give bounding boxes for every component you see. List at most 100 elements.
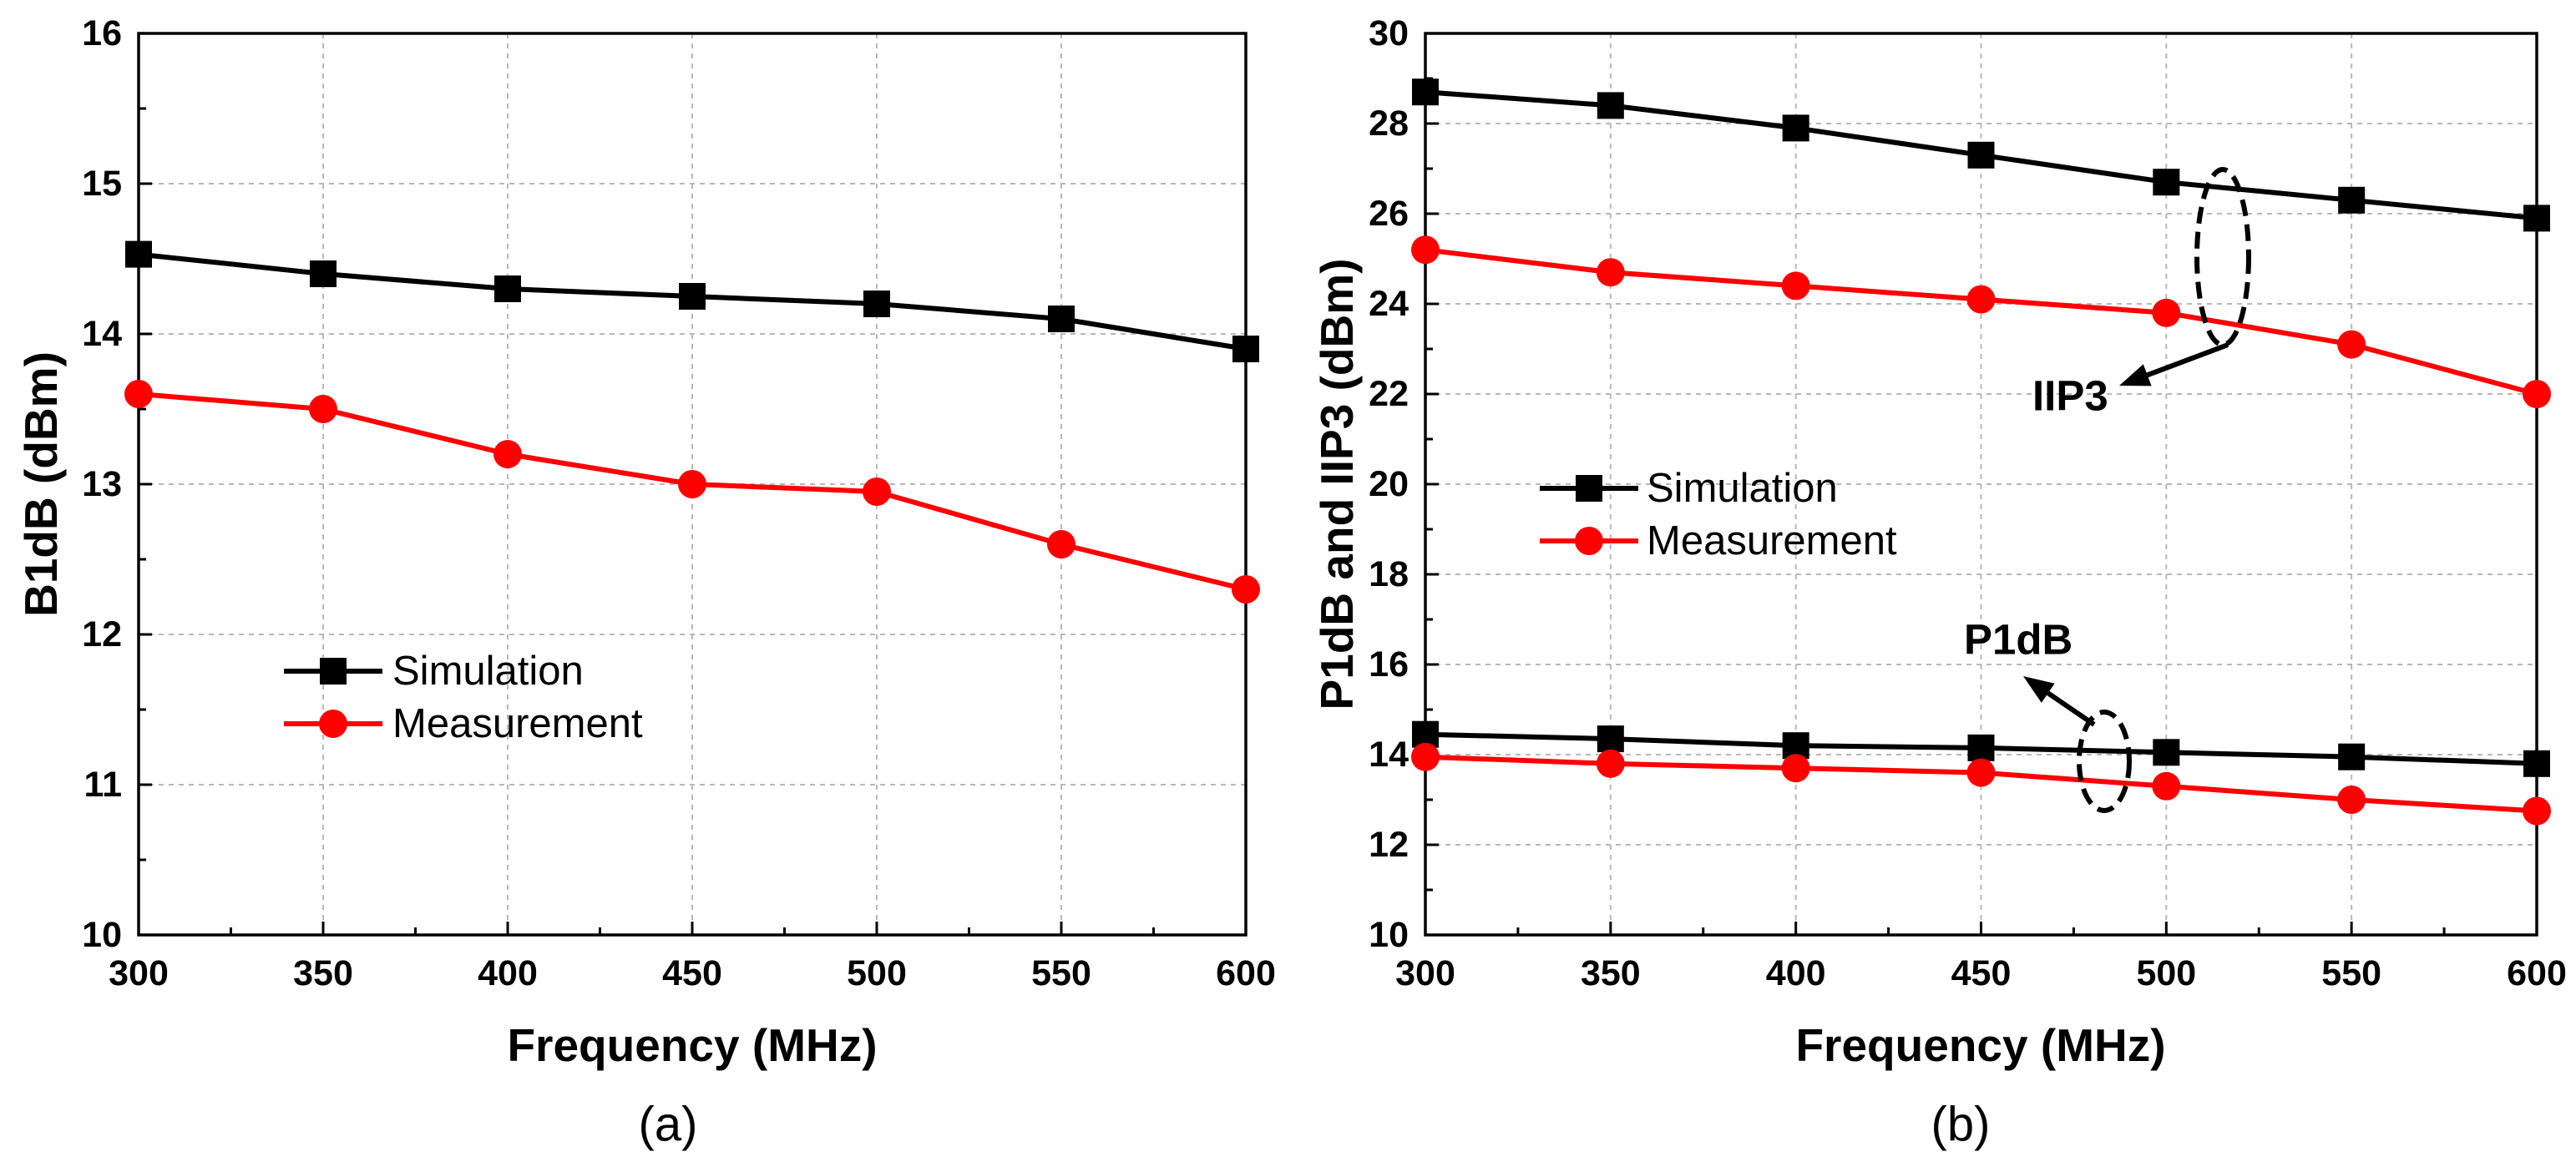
y-tick-label: 14: [1369, 735, 1409, 775]
legend-entry-simulation: Simulation: [1540, 466, 1838, 511]
data-point-p1db-simulation: [1597, 725, 1624, 753]
data-point-p1db-measurement: [1781, 754, 1810, 783]
x-tick-label: 600: [2507, 953, 2567, 993]
data-point-simulation: [125, 240, 152, 268]
legend-marker-circle: [319, 710, 347, 738]
data-point-iip3-simulation: [2338, 186, 2366, 214]
annotation-arrow-line: [2047, 690, 2096, 727]
series-line-iip3-measurement: [1423, 247, 2539, 397]
y-tick-label: 10: [1369, 915, 1409, 955]
data-point-measurement: [1232, 575, 1260, 604]
data-point-iip3-measurement: [2523, 380, 2551, 408]
data-point-iip3-simulation: [2523, 205, 2550, 232]
y-tick-label: 12: [82, 614, 122, 654]
plot-frame: [137, 32, 1248, 937]
legend-entry-measurement: Measurement: [284, 701, 643, 746]
legend-entry-simulation: Simulation: [284, 649, 584, 694]
data-point-p1db-measurement: [1596, 749, 1625, 778]
y-tick-label: 16: [1369, 644, 1409, 685]
annotation-iip3: IIP3: [2032, 167, 2251, 420]
data-point-measurement: [863, 477, 891, 506]
data-point-iip3-measurement: [1411, 235, 1440, 265]
x-tick-label: 350: [293, 953, 353, 993]
y-tick-label: 16: [82, 13, 122, 53]
data-point-iip3-simulation: [2153, 169, 2180, 196]
legend-marker-circle: [1575, 527, 1603, 555]
legend-marker-square: [1576, 475, 1602, 502]
y-tick-label: 30: [1369, 13, 1409, 53]
data-point-p1db-simulation: [1967, 734, 1995, 761]
annotation-ellipse: [2077, 710, 2132, 813]
data-point-p1db-simulation: [2153, 739, 2180, 766]
legend-label: Measurement: [1647, 518, 1897, 563]
legend: Simulation Measurement: [1540, 466, 1897, 563]
data-point-p1db-simulation: [2523, 750, 2550, 777]
series-iip3-measurement: [1411, 235, 2551, 408]
series-p1db-simulation: [1412, 720, 2550, 777]
data-point-measurement: [309, 395, 337, 423]
x-tick-label: 300: [109, 953, 169, 993]
data-point-iip3-measurement: [2152, 298, 2181, 327]
x-axis-title: Frequency (MHz): [507, 1019, 877, 1071]
annotation-arrowhead: [2023, 676, 2055, 703]
data-point-p1db-simulation: [2338, 743, 2366, 770]
y-tick-label: 15: [82, 164, 122, 204]
data-point-iip3-measurement: [1781, 271, 1810, 301]
x-tick-label: 400: [478, 953, 538, 993]
y-tick-label: 24: [1369, 284, 1409, 324]
x-tick-label: 500: [2136, 953, 2196, 993]
data-point-measurement: [678, 470, 706, 498]
y-tick-label: 14: [82, 314, 122, 354]
data-point-measurement: [493, 440, 522, 468]
figure-caption: (a): [639, 1098, 698, 1152]
figure-caption: (b): [1931, 1098, 1991, 1152]
data-point-simulation: [494, 275, 521, 302]
y-tick-label: 20: [1369, 464, 1409, 504]
annotation-arrow-line: [2146, 342, 2229, 378]
data-point-p1db-measurement: [1411, 742, 1440, 771]
data-point-iip3-simulation: [1782, 114, 1809, 142]
data-point-p1db-measurement: [1966, 758, 1996, 787]
annotation-ellipse: [2194, 167, 2251, 347]
legend-entry-measurement: Measurement: [1540, 518, 1897, 563]
data-point-measurement: [124, 380, 153, 408]
data-point-iip3-simulation: [1412, 78, 1439, 106]
y-axis-title: P1dB and IIP3 (dBm): [1311, 259, 1363, 710]
annotation-label: P1dB: [1964, 616, 2072, 664]
chart-a: 10 11 12 13 14 15 16 300 350 400 450 500 550 600 Frequ…: [15, 13, 1276, 1152]
x-tick-label: 300: [1395, 953, 1455, 993]
data-point-iip3-measurement: [1966, 285, 1996, 314]
series-p1db-measurement: [1411, 742, 2551, 826]
x-tick-label: 400: [1766, 953, 1826, 993]
y-tick-label: 28: [1369, 104, 1409, 144]
data-point-iip3-measurement: [2337, 330, 2366, 359]
x-tick-label: 550: [2321, 953, 2381, 993]
x-tick-label: 550: [1031, 953, 1091, 993]
data-point-iip3-simulation: [1597, 92, 1624, 119]
legend-label: Simulation: [1647, 466, 1838, 511]
legend-label: Simulation: [392, 649, 584, 694]
series-measurement: [124, 380, 1260, 604]
y-tick-label: 18: [1369, 554, 1409, 594]
annotation-p1db: P1dB: [1964, 616, 2132, 813]
annotation-arrowhead: [2119, 364, 2152, 386]
chart-b: 10 12 14 16 18 20 22 24 26 28 30 300 350 400 450 500 550…: [1311, 13, 2567, 1152]
data-point-p1db-measurement: [2523, 796, 2551, 826]
series-simulation: [125, 240, 1259, 362]
data-point-simulation: [1232, 336, 1259, 362]
data-point-iip3-measurement: [1596, 258, 1625, 287]
x-tick-label: 500: [847, 953, 907, 993]
x-tick-label: 450: [662, 953, 722, 993]
y-tick-label: 11: [84, 765, 122, 805]
y-tick-label: 22: [1369, 374, 1409, 414]
x-tick-label: 350: [1581, 953, 1641, 993]
legend-label: Measurement: [392, 701, 643, 746]
plot-frame: [1424, 32, 2538, 937]
annotation-label: IIP3: [2032, 372, 2108, 420]
y-tick-label: 10: [82, 915, 122, 955]
y-axis-title: B1dB (dBm): [15, 351, 67, 617]
y-tick-label: 13: [82, 464, 122, 504]
x-tick-label: 450: [1951, 953, 2012, 993]
